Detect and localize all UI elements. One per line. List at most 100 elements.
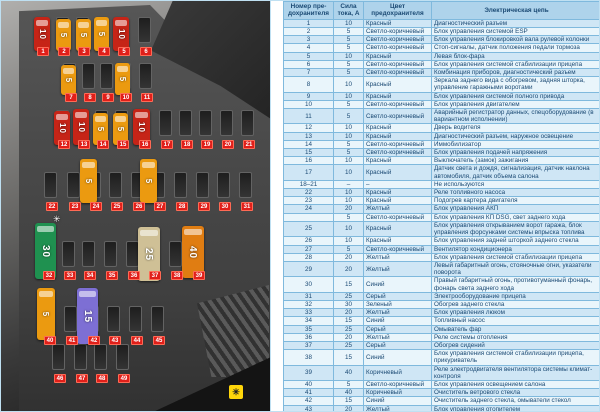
circuit-cell: Блок управления АКП bbox=[431, 204, 599, 214]
fuse-amp-text: 10 bbox=[57, 122, 67, 134]
empty-fuse-slot bbox=[109, 172, 122, 198]
fuse-39: 40 bbox=[182, 226, 204, 278]
amperage-cell: 20 bbox=[333, 332, 364, 342]
fuse-number-label: 31 bbox=[241, 202, 253, 211]
fuse-color-cell: Серый bbox=[363, 291, 432, 301]
fuse-number-cell: 18–21 bbox=[283, 179, 334, 190]
circuit-cell: Блок управления двигателем bbox=[431, 99, 599, 110]
fuse-amp-text: 5 bbox=[95, 126, 105, 132]
fuse-color-cell: Синий bbox=[363, 349, 432, 366]
fuse-number-label: 2 bbox=[58, 47, 70, 56]
fuse-number-label: 30 bbox=[219, 202, 231, 211]
fuse-number-label: 37 bbox=[149, 271, 161, 280]
fuse-table-container: Номер пре-дохранителя Сила тока, А Цвет … bbox=[283, 1, 599, 411]
fuse-24: 5 bbox=[80, 159, 97, 203]
amperage-cell: 5 bbox=[333, 139, 364, 150]
fuse-color-cell: Красный bbox=[363, 164, 432, 181]
amperage-cell: 10 bbox=[333, 91, 364, 101]
fuse-number-label: 32 bbox=[43, 271, 55, 280]
fuse-color-cell: Красный bbox=[363, 91, 432, 101]
fuse-amp-text: 5 bbox=[96, 31, 106, 37]
amperage-cell: 20 bbox=[333, 204, 364, 214]
fuse-color-cell: Светло-коричневый bbox=[363, 244, 432, 254]
amperage-cell: 40 bbox=[333, 364, 364, 381]
amperage-cell: 10 bbox=[333, 76, 364, 93]
fuse-number-cell: 10 bbox=[283, 99, 334, 110]
fuse-number-cell: 33 bbox=[283, 308, 334, 318]
amperage-cell: 5 bbox=[333, 379, 364, 390]
empty-fuse-slot bbox=[239, 172, 252, 198]
table-row: 8 10 Красный Зеркала заднего вида с обогрев… bbox=[283, 76, 599, 93]
circuit-cell: Стоп-сигналы, датчик положения педали то… bbox=[431, 43, 599, 53]
circuit-cell: Топливный насос bbox=[431, 316, 599, 326]
fuse-number-cell: 11 bbox=[283, 108, 334, 125]
fuse-color-cell: Коричневый bbox=[363, 388, 432, 398]
circuit-cell: Реле топливного насоса bbox=[431, 188, 599, 198]
fuse-number-label: 5 bbox=[118, 47, 130, 56]
circuit-cell: Правый габаритный огонь, противотуманный… bbox=[431, 276, 599, 293]
fuse-color-cell: Синий bbox=[363, 276, 432, 293]
fuse-number-cell: 38 bbox=[283, 349, 334, 366]
amperage-cell: 25 bbox=[333, 291, 364, 301]
table-row: 29 20 Желтый Левый габаритный огонь, стояно… bbox=[283, 260, 599, 278]
circuit-cell: Блок управления открыванием ворот гаража… bbox=[431, 220, 599, 238]
fuse-number-label: 12 bbox=[58, 140, 70, 149]
amperage-cell: 5 bbox=[333, 68, 364, 78]
fuse-color-cell: – bbox=[363, 179, 432, 190]
fuse-number-label: 46 bbox=[54, 374, 66, 383]
table-row: 5 Светло-коричневый Блок управления КП DSG… bbox=[283, 212, 599, 222]
amperage-cell: 25 bbox=[333, 340, 364, 351]
amperage-cell: 20 bbox=[333, 308, 364, 318]
fuse-amp-text: 5 bbox=[41, 311, 51, 317]
fuse-number-label: 1 bbox=[37, 47, 49, 56]
table-row: 3 5 Светло-коричневый Блок управления блоки… bbox=[283, 35, 599, 45]
fuse-37: 25 bbox=[138, 227, 160, 281]
circuit-cell: Обогрев заднего стекла bbox=[431, 299, 599, 310]
fuse-number-cell bbox=[283, 212, 334, 222]
fuse-color-cell: Светло-коричневый bbox=[363, 148, 432, 158]
empty-fuse-slot bbox=[138, 17, 151, 43]
circuit-cell: Обогрев сидений bbox=[431, 340, 599, 351]
fuse-color-cell: Коричневый bbox=[363, 364, 432, 381]
amperage-cell: 20 bbox=[333, 252, 364, 262]
fuse-13: 10 bbox=[73, 109, 89, 145]
fuse-color-cell: Красный bbox=[363, 236, 432, 246]
fuse-number-label: 44 bbox=[131, 336, 143, 345]
fuse-amp-text: 5 bbox=[58, 32, 68, 38]
fuse-number-label: 23 bbox=[69, 202, 81, 211]
amperage-cell: 15 bbox=[333, 276, 364, 293]
empty-fuse-slot bbox=[159, 110, 172, 136]
circuit-cell: Омыватель фар bbox=[431, 324, 599, 334]
table-row: 38 15 Синий Блок управления системой стабил… bbox=[283, 349, 599, 366]
amperage-cell: 40 bbox=[333, 388, 364, 398]
fuse-amp-text: 25 bbox=[143, 247, 155, 261]
empty-fuse-slot bbox=[174, 172, 187, 198]
fuse-color-cell: Светло-коричневый bbox=[363, 139, 432, 150]
circuit-cell: Датчик света и дождя, сигнализация, датч… bbox=[431, 164, 599, 181]
fuse-color-cell: Синий bbox=[363, 316, 432, 326]
fuse-number-label: 29 bbox=[198, 202, 210, 211]
circuit-cell: Левая блок-фара bbox=[431, 51, 599, 61]
fuse-number-label: 39 bbox=[193, 271, 205, 280]
table-row: 12 10 Красный Дверь водителя bbox=[283, 123, 599, 133]
table-row: 17 10 Красный Датчик света и дождя, сигнали… bbox=[283, 164, 599, 181]
fuse-number-cell: 42 bbox=[283, 396, 334, 406]
circuit-cell: Блок управления подачей напряжения bbox=[431, 148, 599, 158]
fuse-amp-text: 5 bbox=[63, 77, 73, 83]
panel-ribs-decoration bbox=[197, 285, 269, 377]
fuse-color-cell: Светло-коричневый bbox=[363, 35, 432, 45]
table-row: 27 5 Светло-коричневый Вентилятор кондицион… bbox=[283, 244, 599, 254]
fuse-number-label: 47 bbox=[76, 374, 88, 383]
empty-fuse-slot bbox=[196, 172, 209, 198]
fuse-3: 5 bbox=[76, 19, 91, 51]
fuse-number-label: 27 bbox=[154, 202, 166, 211]
note-marker-icon: ✳ bbox=[229, 385, 243, 399]
fuse-number-label: 42 bbox=[88, 336, 100, 345]
amperage-cell: – bbox=[333, 179, 364, 190]
table-row: 15 5 Светло-коричневый Блок управления пода… bbox=[283, 148, 599, 158]
fuse-number-label: 19 bbox=[201, 140, 213, 149]
empty-fuse-slot bbox=[241, 110, 254, 136]
table-row: 34 15 Синий Топливный насос bbox=[283, 316, 599, 326]
fuse-number-label: 33 bbox=[64, 271, 76, 280]
fuse-number-cell: 2 bbox=[283, 27, 334, 37]
